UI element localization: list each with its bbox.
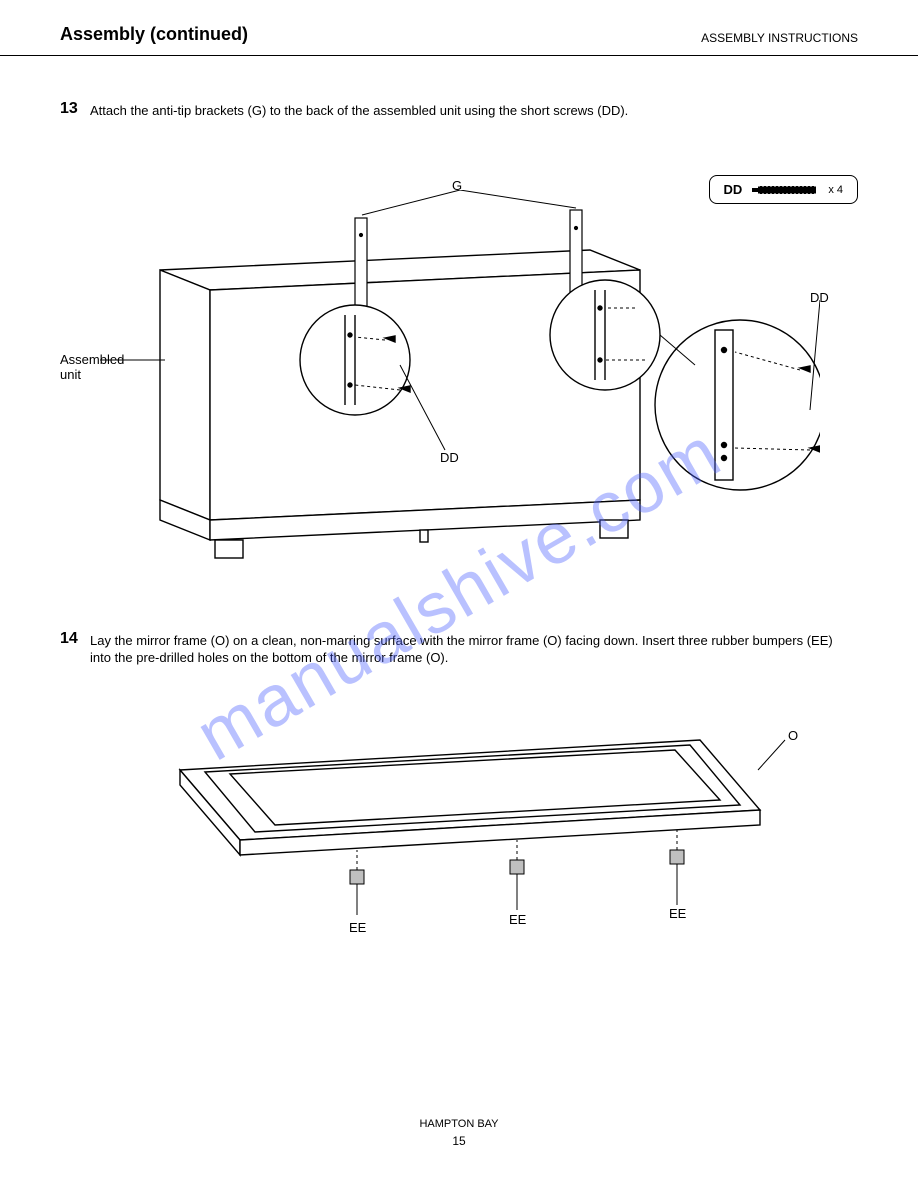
header-right-title: ASSEMBLY INSTRUCTIONS (701, 31, 858, 45)
label-dd-right: DD (810, 290, 829, 305)
footer-page: 15 (0, 1134, 918, 1148)
label-ee1: EE (349, 920, 366, 935)
step13-text: Attach the anti-tip brackets (G) to the … (90, 103, 850, 120)
label-o: O (788, 728, 798, 743)
page: Assembly (continued) ASSEMBLY INSTRUCTIO… (0, 0, 918, 1188)
label-ee2: EE (509, 912, 526, 927)
label-assembled: Assembled unit (60, 352, 130, 382)
header-left-title: Assembly (continued) (60, 24, 248, 45)
footer-company: HAMPTON BAY (0, 1118, 918, 1130)
step13-diagram (100, 190, 820, 570)
label-ee3: EE (669, 906, 686, 921)
step14-diagram (150, 700, 790, 950)
step14-number: 14 (60, 630, 78, 648)
page-footer: HAMPTON BAY 15 (0, 1118, 918, 1148)
label-dd-left: DD (440, 450, 459, 465)
step13-number: 13 (60, 100, 78, 118)
page-header: Assembly (continued) ASSEMBLY INSTRUCTIO… (0, 0, 918, 56)
label-g: G (452, 178, 462, 193)
hw-qty: x 4 (828, 184, 843, 196)
step14-text: Lay the mirror frame (O) on a clean, non… (90, 633, 850, 667)
